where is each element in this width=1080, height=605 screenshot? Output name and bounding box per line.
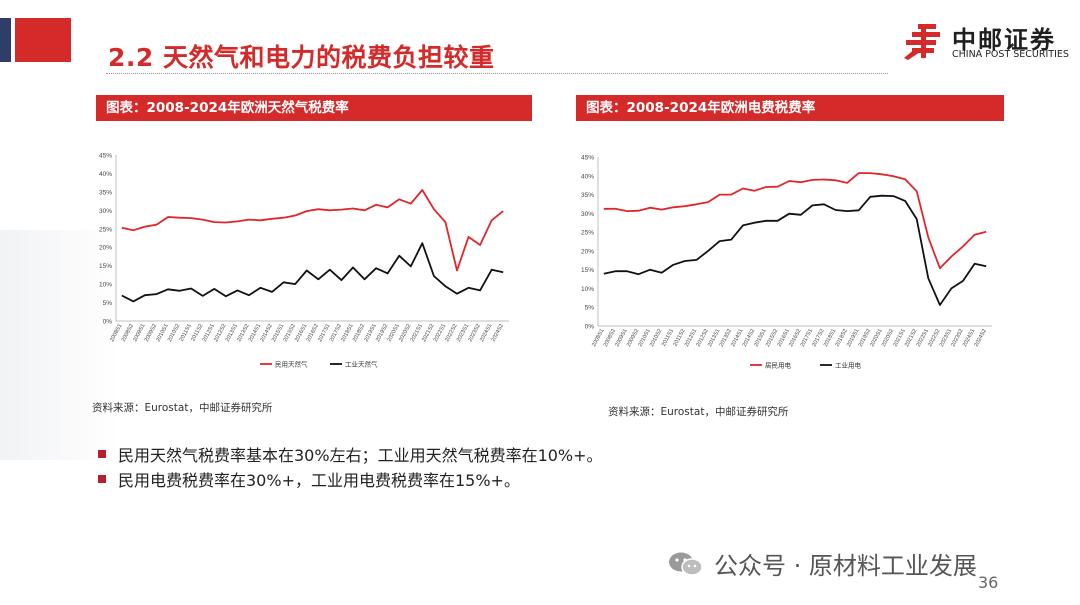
background-shade [0, 230, 120, 460]
y-tick-label: 45% [581, 155, 594, 162]
electricity-tax-chart: 0%5%10%15%20%25%30%35%40%45%2008S12008S2… [581, 155, 992, 370]
chart-header-electricity: 图表：2008-2024年欧洲电费税费率 [576, 95, 1004, 121]
y-tick-label: 35% [99, 189, 112, 196]
wechat-watermark: 公众号 · 原材料工业发展 [668, 546, 977, 581]
chart-header-gas: 图表：2008-2024年欧洲天然气税费率 [96, 95, 532, 121]
legend-label: 工业用电 [835, 361, 862, 370]
corner-accent-red [15, 18, 71, 62]
y-tick-label: 35% [581, 192, 594, 199]
y-tick-label: 10% [99, 282, 112, 289]
logo-name-cn: 中邮证券 [952, 26, 1056, 54]
logo-name-en: CHINA POST SECURITIES [952, 49, 1069, 60]
series-line-residential [603, 172, 987, 270]
legend-label: 工业天然气 [345, 360, 378, 369]
y-tick-label: 5% [585, 305, 595, 312]
wechat-icon [669, 552, 703, 576]
bullet-square-icon [98, 474, 106, 483]
page-title: 2.2 天然气和电力的税费负担较重 [108, 43, 495, 72]
gas-tax-chart: 0%5%10%15%20%25%30%35%40%45%2008S12008S2… [99, 153, 509, 369]
watermark-text: 公众号 · 原材料工业发展 [714, 552, 977, 580]
y-tick-label: 20% [99, 245, 112, 252]
y-tick-label: 5% [103, 300, 113, 307]
y-tick-label: 30% [99, 208, 112, 215]
legend: 居民用电 工业用电 [750, 361, 862, 370]
legend: 民用天然气 工业天然气 [260, 360, 378, 369]
bullet-item: 民用电费税费率在30%+，工业用电费税费率在15%+。 [98, 466, 603, 491]
legend-label: 居民用电 [765, 361, 792, 370]
bullet-square-icon [98, 449, 106, 458]
y-tick-label: 25% [99, 226, 112, 233]
company-logo: 中邮证券 CHINA POST SECURITIES [902, 18, 1072, 62]
china-post-emblem-icon [904, 24, 940, 60]
corner-accent-navy [0, 18, 11, 62]
y-tick-label: 15% [581, 267, 594, 274]
source-note-gas: 资料来源：Eurostat，中邮证券研究所 [92, 402, 273, 414]
series-line-residential [121, 189, 504, 272]
source-note-electricity: 资料来源：Eurostat，中邮证券研究所 [608, 406, 789, 418]
title-divider [106, 73, 888, 74]
legend-label: 民用天然气 [275, 360, 308, 369]
y-tick-label: 40% [99, 171, 112, 178]
y-tick-label: 30% [581, 211, 594, 218]
series-line-industrial [121, 242, 504, 303]
y-tick-label: 25% [581, 230, 594, 237]
y-tick-label: 10% [581, 286, 594, 293]
series-line-industrial [603, 194, 987, 306]
y-tick-label: 20% [581, 248, 594, 255]
bullet-list: 民用天然气税费率基本在30%左右；工业用天然气税费率在10%+。 民用电费税费率… [98, 441, 603, 491]
y-tick-label: 15% [99, 263, 112, 270]
y-tick-label: 40% [581, 173, 594, 180]
page-number: 36 [978, 573, 999, 592]
bullet-text: 民用天然气税费率基本在30%左右；工业用天然气税费率在10%+。 [118, 445, 603, 465]
y-tick-label: 45% [99, 153, 112, 160]
y-tick-label: 0% [585, 324, 595, 331]
y-tick-label: 0% [103, 319, 113, 326]
bullet-text: 民用电费税费率在30%+，工业用电费税费率在15%+。 [118, 470, 520, 490]
bullet-item: 民用天然气税费率基本在30%左右；工业用天然气税费率在10%+。 [98, 441, 603, 466]
